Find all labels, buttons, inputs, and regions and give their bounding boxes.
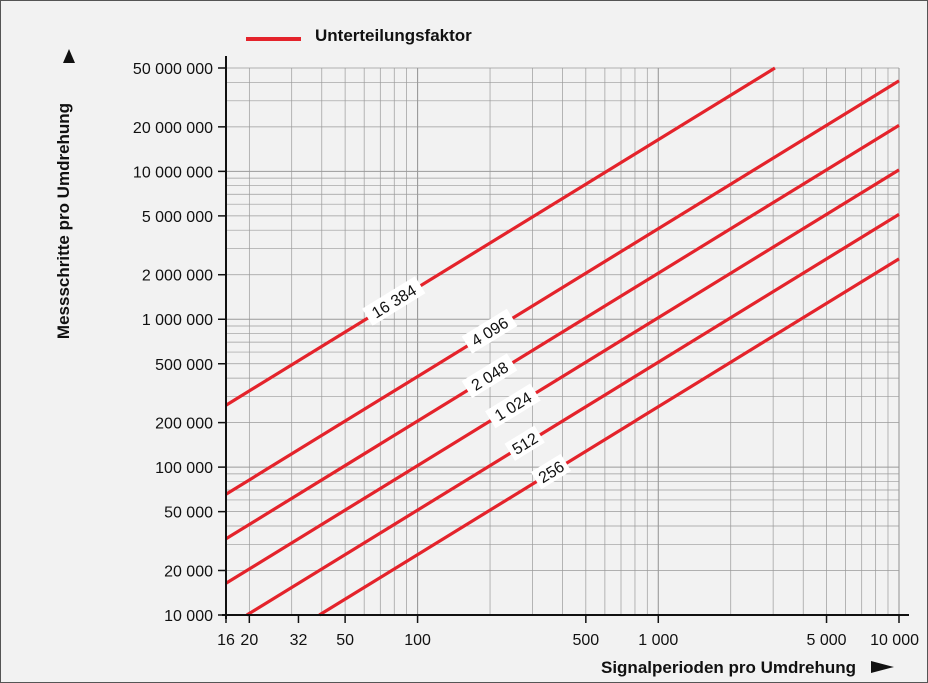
y-tick-label: 2 000 000 [142,268,213,285]
series-label-group: 512 [504,425,545,461]
y-tick-label: 10 000 000 [133,164,213,181]
axes: 10 000 20 000 50 000 100 000 200 000 500 000 1… [133,56,919,649]
y-tick-label: 20 000 000 [133,120,213,137]
x-tick-label: 50 [336,632,354,649]
y-tick-label: 100 000 [155,460,213,477]
y-tick-label: 50 000 000 [133,61,213,78]
y-tick-label: 10 000 [164,608,213,625]
series-line-2048 [225,123,900,541]
x-tick-label: 32 [290,632,308,649]
y-axis-title: Messschritte pro Umdrehung [54,103,73,339]
legend-label: Unterteilungsfaktor [315,26,472,45]
series-label-bg [362,276,426,326]
series-label-bg [485,383,541,429]
y-axis-arrow-icon [63,49,75,63]
series-line-16384 [225,66,776,407]
series-line-512 [246,212,900,617]
x-tick-label: 5 000 [807,632,847,649]
x-tick-label: 1 000 [638,632,678,649]
x-tick-label: 20 [240,632,258,649]
x-tick-label: 10 000 [870,632,919,649]
x-tick-label: 100 [404,632,431,649]
series-line-1024 [225,168,900,585]
y-tick-label: 5 000 000 [142,209,213,226]
series-lines [225,66,900,617]
series-label-bg [504,425,545,461]
series-label-bg [530,453,572,490]
y-tick-label: 500 000 [155,357,213,374]
x-tick-label: 16 [217,632,235,649]
x-tick-label: 500 [572,632,599,649]
x-axis-title: Signalperioden pro Umdrehung [601,658,856,677]
y-tick-label: 1 000 000 [142,312,213,329]
y-tick-label: 20 000 [164,563,213,580]
x-axis-arrow-icon [871,661,894,673]
series-label-bg [461,308,518,354]
y-tick-label: 50 000 [164,505,213,522]
series-line-256 [318,257,900,617]
series-line-4096 [225,79,900,496]
y-tick-label: 200 000 [155,416,213,433]
series-label-bg [461,353,518,399]
